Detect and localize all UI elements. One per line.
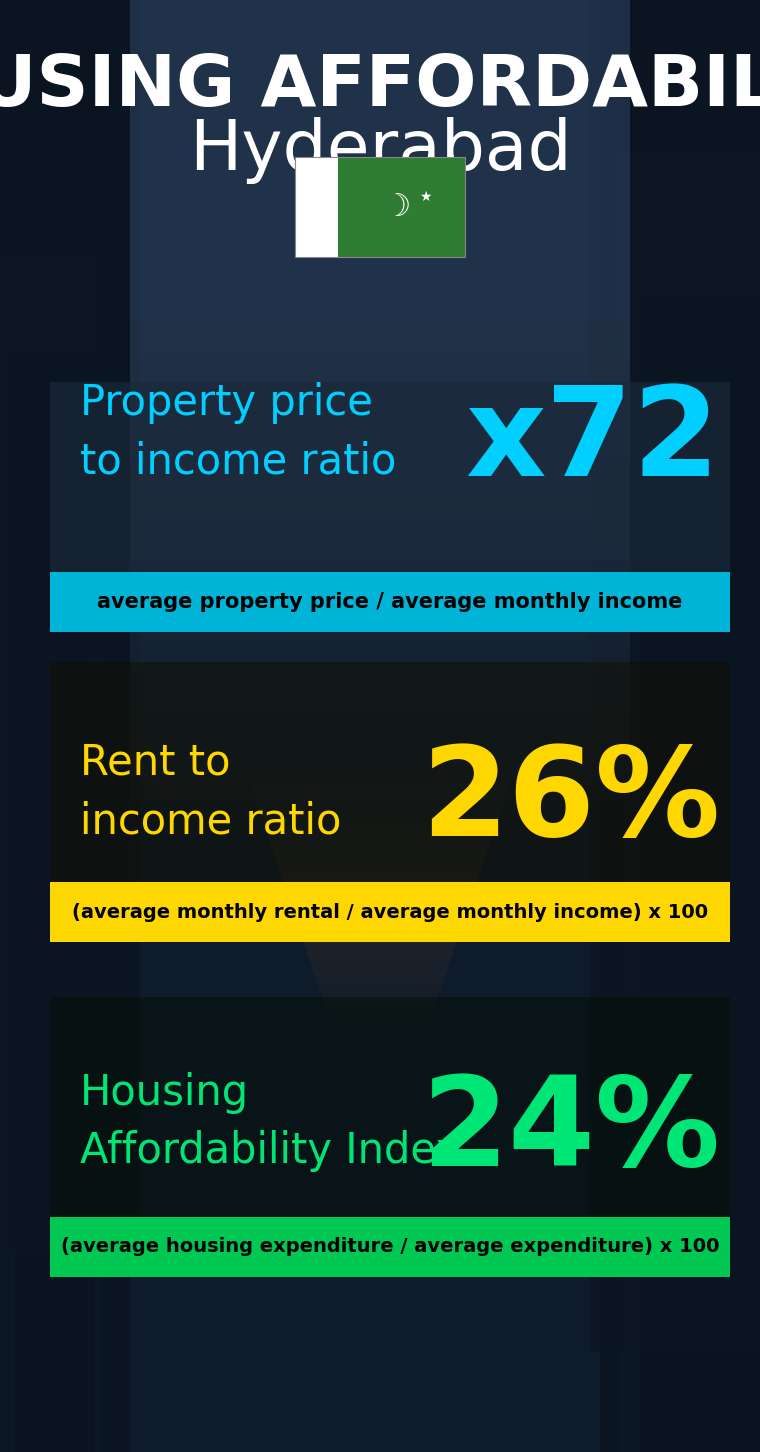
- Bar: [50, 382, 730, 632]
- Text: Rent to
income ratio: Rent to income ratio: [80, 742, 341, 842]
- Bar: [295, 157, 337, 257]
- Text: (average housing expenditure / average expenditure) x 100: (average housing expenditure / average e…: [61, 1237, 719, 1256]
- Bar: [0, 0, 130, 1452]
- Bar: [620, 152, 760, 1452]
- Text: 26%: 26%: [421, 742, 720, 862]
- Bar: [640, 302, 760, 1452]
- Bar: [600, 0, 760, 1452]
- Text: Hyderabad: Hyderabad: [188, 118, 572, 184]
- Bar: [0, 253, 100, 1452]
- Bar: [337, 157, 465, 257]
- Bar: [50, 998, 730, 1276]
- Text: Property price
to income ratio: Property price to income ratio: [80, 382, 397, 482]
- Bar: [0, 0, 140, 1252]
- Text: ★: ★: [419, 190, 431, 203]
- Bar: [15, 351, 95, 1452]
- Bar: [50, 662, 730, 942]
- Text: Housing
Affordability Index: Housing Affordability Index: [80, 1072, 460, 1172]
- Text: HOUSING AFFORDABILITY: HOUSING AFFORDABILITY: [0, 52, 760, 121]
- Bar: [50, 881, 730, 942]
- Bar: [295, 157, 465, 257]
- Text: ☽: ☽: [383, 193, 410, 222]
- Text: (average monthly rental / average monthly income) x 100: (average monthly rental / average monthl…: [72, 903, 708, 922]
- Bar: [590, 0, 760, 1352]
- Text: 24%: 24%: [421, 1072, 720, 1192]
- Bar: [50, 572, 730, 632]
- Text: x72: x72: [465, 382, 720, 502]
- Text: average property price / average monthly income: average property price / average monthly…: [97, 592, 682, 611]
- Bar: [50, 1217, 730, 1276]
